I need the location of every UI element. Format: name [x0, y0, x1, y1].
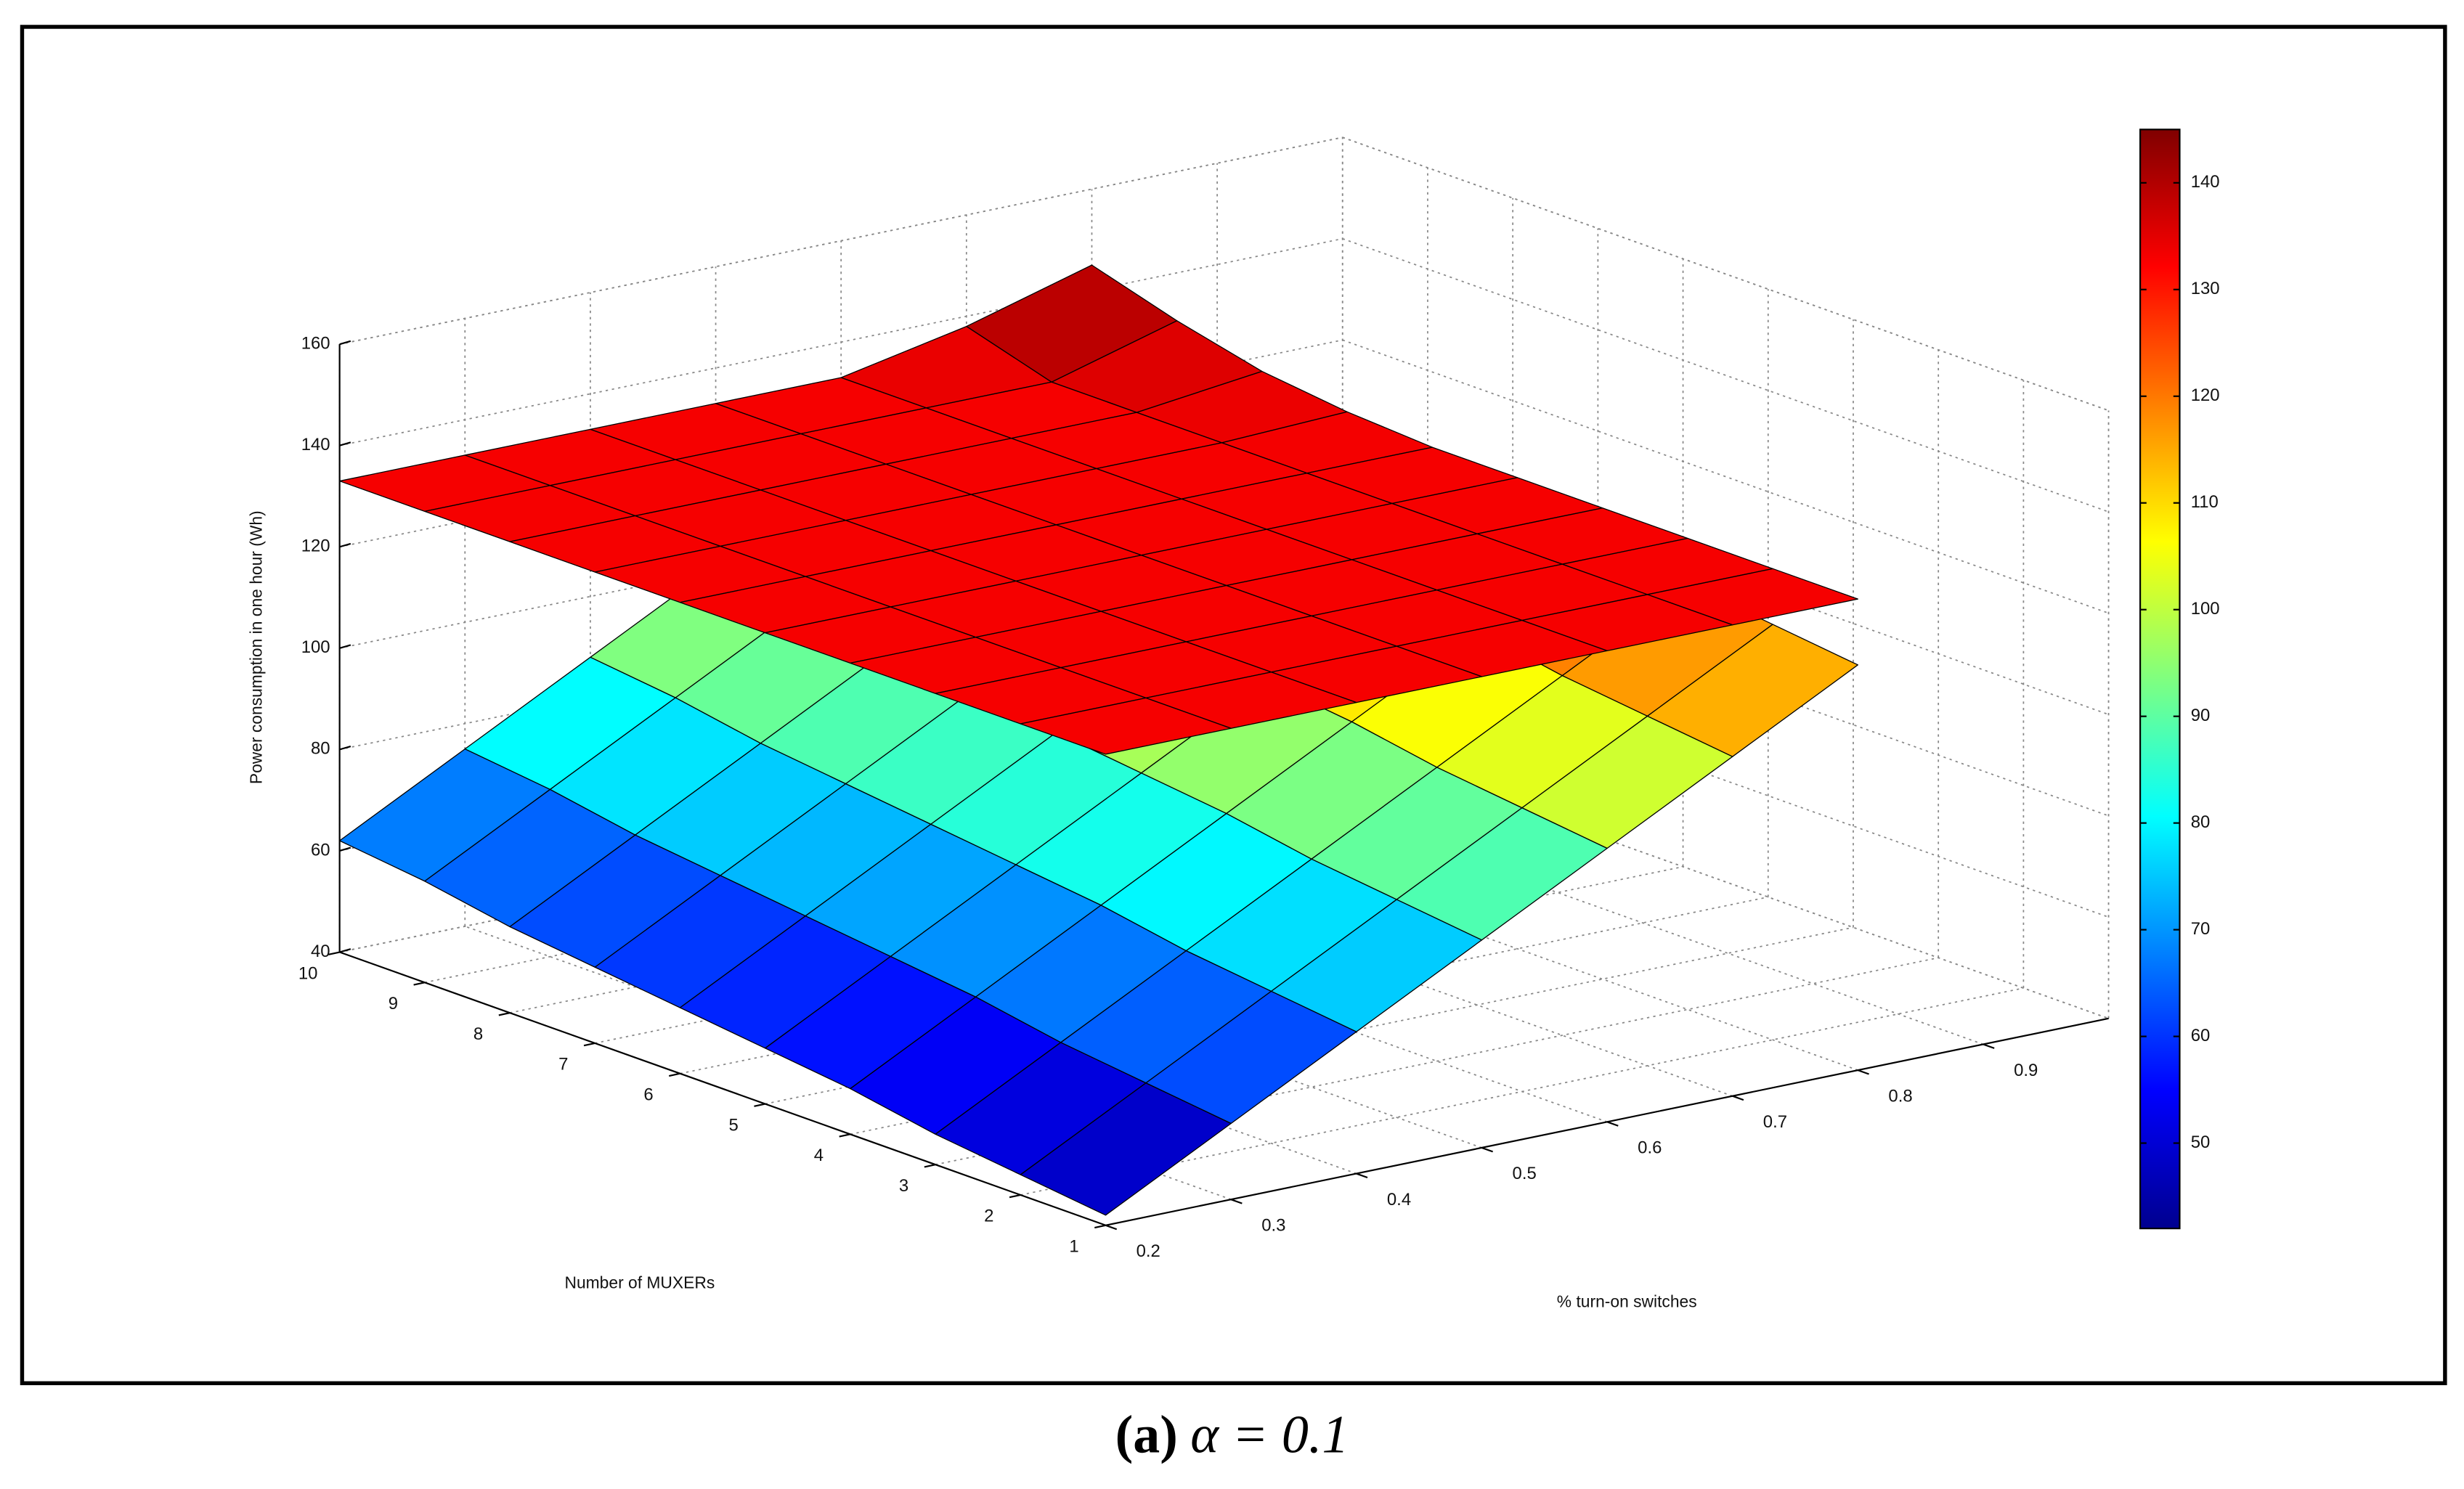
x-tick: [1857, 1069, 1869, 1075]
z-tick-label: 140: [301, 435, 330, 454]
z-tick-label: 160: [301, 333, 330, 353]
y-tick-label: 9: [389, 994, 398, 1013]
x-tick-label: 0.3: [1261, 1215, 1285, 1235]
y-tick: [498, 1012, 511, 1016]
colorbar-tick-label: 110: [2191, 492, 2219, 512]
grid-line: [1020, 987, 2024, 1196]
x-tick: [1481, 1146, 1494, 1153]
y-tick-label: 3: [899, 1176, 908, 1196]
colorbar-tick-label: 130: [2191, 279, 2220, 298]
surfaces: [338, 264, 1858, 1216]
x-tick: [1105, 1224, 1118, 1231]
x-tick: [1606, 1121, 1619, 1127]
y-tick-label: 1: [1069, 1237, 1078, 1257]
y-axis: [339, 951, 1106, 1226]
grid-line: [1342, 237, 2109, 513]
x-tick-label: 0.2: [1137, 1241, 1160, 1261]
z-tick: [339, 340, 351, 346]
z-tick: [339, 948, 351, 953]
axes: 40 60 80 100 120 140 160 1 2 3 4 5 6 7 8 9 10 0.2 0.3 0.4 0.…: [298, 333, 2109, 1261]
y-tick-label: 4: [814, 1146, 824, 1165]
colorbar-tick-label: 50: [2191, 1133, 2211, 1152]
z-tick: [339, 542, 351, 548]
y-tick: [669, 1072, 680, 1077]
y-tick: [1009, 1194, 1021, 1199]
grid-line: [1342, 643, 2109, 918]
y-tick: [924, 1164, 936, 1168]
surface-cell: [1020, 1082, 1232, 1216]
x-tick-label: 0.7: [1763, 1112, 1787, 1132]
grid-line: [1342, 339, 2109, 614]
x-tick: [1356, 1172, 1368, 1179]
z-tick: [339, 847, 351, 852]
x-tick-label: 0.4: [1387, 1190, 1411, 1209]
y-tick-label: 10: [298, 963, 318, 983]
caption: (a) α = 0.1: [1115, 1405, 1349, 1464]
grid-line: [1342, 744, 2109, 1019]
x-tick-label: 0.9: [2014, 1061, 2038, 1080]
colorbar: [2139, 128, 2181, 1230]
y-tick: [413, 982, 426, 986]
y-tick-label: 2: [984, 1207, 993, 1226]
z-tick: [339, 644, 351, 649]
z-tick-label: 60: [311, 840, 330, 860]
colorbar-tick-label: 80: [2191, 812, 2211, 832]
y-tick-label: 8: [473, 1024, 483, 1044]
z-tick-label: 120: [301, 537, 330, 556]
surface-cell: [1020, 697, 1232, 755]
colorbar-tick-label: 70: [2191, 919, 2211, 939]
grid-line: [339, 136, 1343, 345]
y-tick: [1094, 1224, 1106, 1229]
x-axis-label: % turn-on switches: [1557, 1292, 1697, 1310]
colorbar-tick-label: 90: [2191, 706, 2211, 725]
z-tick: [339, 745, 351, 751]
x-tick-label: 0.6: [1638, 1138, 1662, 1158]
colorbar-tick-label: 100: [2191, 599, 2220, 619]
y-tick: [754, 1103, 765, 1107]
z-tick-label: 40: [311, 942, 330, 961]
x-tick: [1230, 1199, 1243, 1204]
y-tick-label: 6: [643, 1085, 653, 1105]
x-tick: [1983, 1043, 1995, 1049]
x-tick-label: 0.5: [1513, 1164, 1537, 1183]
caption-text: α = 0.1: [1190, 1405, 1349, 1464]
y-tick-label: 7: [558, 1055, 568, 1074]
colorbar-tick-label: 60: [2191, 1026, 2211, 1045]
z-tick: [339, 441, 351, 446]
y-axis-label: Number of MUXERs: [564, 1273, 715, 1292]
caption-label: (a): [1115, 1405, 1178, 1464]
z-tick-label: 100: [301, 637, 330, 657]
x-tick: [1732, 1095, 1744, 1101]
y-tick: [839, 1133, 851, 1138]
y-tick-label: 5: [729, 1115, 739, 1135]
colorbar-tick-label: 120: [2191, 385, 2220, 405]
grid-line: [339, 237, 1343, 446]
colorbar-tick-label: 140: [2191, 172, 2220, 192]
y-tick: [328, 951, 340, 955]
grid-line: [1342, 136, 2109, 412]
z-axis-label: Power consumption in one hour (Wh): [247, 510, 266, 784]
colorbar-ticks: 50 60 70 80 90 100 110 120 130 140: [2140, 172, 2220, 1152]
z-tick-label: 80: [311, 739, 330, 759]
y-tick: [583, 1042, 595, 1047]
x-tick-label: 0.8: [1888, 1086, 1912, 1106]
